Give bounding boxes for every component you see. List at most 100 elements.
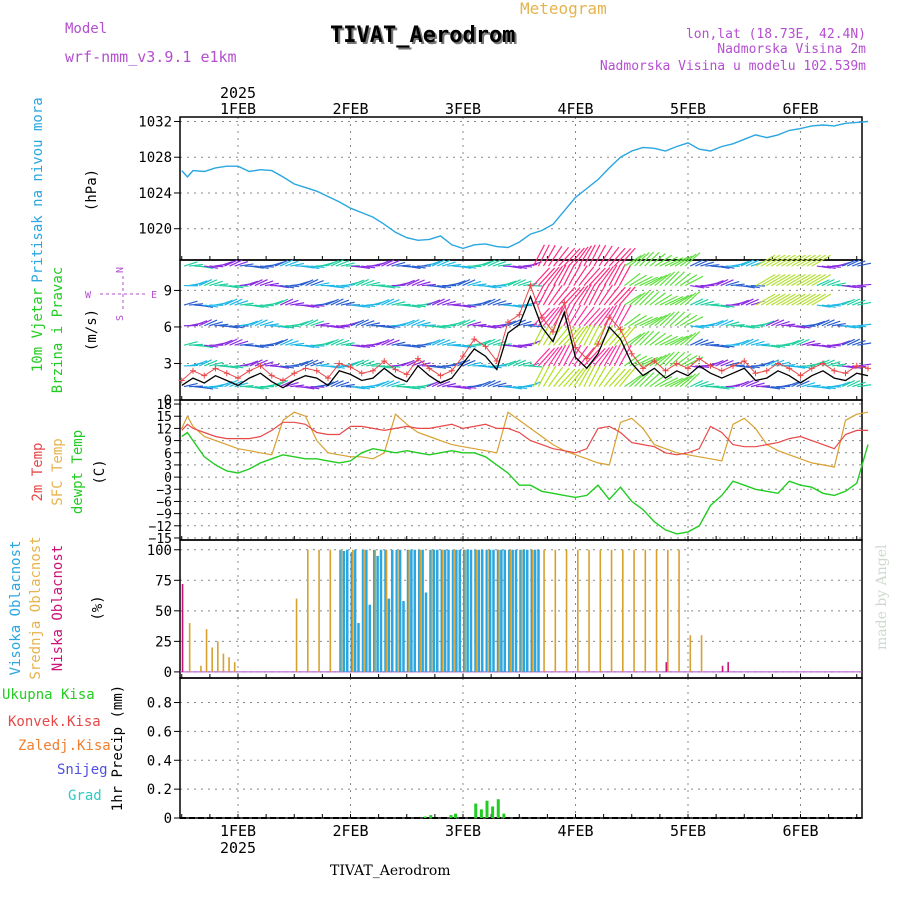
wind-barb bbox=[234, 340, 249, 346]
mid-cloud-bar bbox=[700, 635, 703, 672]
mid-cloud-bar bbox=[233, 662, 236, 672]
wind-barb bbox=[608, 286, 626, 306]
y-tick-label: 1024 bbox=[138, 186, 172, 202]
wind-barb bbox=[781, 293, 801, 306]
wind-barb bbox=[578, 284, 592, 306]
wind-barb bbox=[300, 344, 315, 349]
wind-barb bbox=[644, 251, 660, 267]
wind-barb bbox=[730, 283, 745, 287]
wind-barb bbox=[280, 284, 295, 289]
y-tick-label: 50 bbox=[155, 604, 172, 620]
wind-barb bbox=[760, 293, 781, 306]
y-tick-label: 0.4 bbox=[147, 753, 172, 769]
wind-barb bbox=[740, 379, 754, 388]
wind-barb bbox=[578, 365, 592, 387]
wind-barb bbox=[305, 278, 319, 287]
wind-barb bbox=[350, 319, 365, 327]
wind-barb bbox=[507, 386, 522, 390]
wind-barb bbox=[275, 284, 290, 289]
wind-barb bbox=[689, 298, 704, 306]
wind-barb bbox=[553, 246, 570, 267]
wind-barb bbox=[684, 372, 701, 388]
wind-barb bbox=[381, 380, 395, 388]
wind-barb bbox=[548, 284, 563, 306]
dewpoint-line bbox=[181, 431, 869, 535]
wind-barb bbox=[679, 274, 698, 287]
wind-barb bbox=[224, 379, 238, 388]
mid-cloud-bar bbox=[329, 549, 332, 672]
wind-barb bbox=[507, 279, 521, 287]
wind-barb bbox=[452, 360, 466, 367]
wind-barb bbox=[679, 373, 697, 388]
wind-barb bbox=[760, 360, 775, 367]
wind-barb bbox=[654, 376, 673, 388]
wind-barb bbox=[355, 319, 369, 327]
wind-barb bbox=[613, 327, 632, 346]
wind-barb bbox=[593, 347, 610, 367]
gust-marker bbox=[606, 314, 613, 321]
wind-barb bbox=[548, 345, 563, 367]
wind-barb bbox=[361, 386, 376, 389]
wind-barb bbox=[720, 265, 735, 269]
wind-barb bbox=[608, 368, 626, 388]
wind-barb bbox=[305, 304, 320, 308]
wind-barb bbox=[330, 365, 345, 369]
wind-barb bbox=[204, 304, 219, 308]
wind-barb bbox=[558, 286, 576, 306]
wind-barb bbox=[310, 280, 324, 287]
wind-barb bbox=[517, 280, 532, 287]
wind-barb bbox=[629, 332, 646, 346]
wind-barb bbox=[502, 320, 517, 327]
wind-barb bbox=[618, 286, 636, 306]
wind-barb bbox=[518, 265, 533, 268]
wind-barb bbox=[573, 285, 589, 306]
wind-barb bbox=[639, 290, 655, 306]
y-tick-label: 25 bbox=[155, 634, 172, 650]
wind-barb bbox=[254, 279, 268, 287]
wind-barb bbox=[199, 386, 214, 390]
mid-cloud-bar bbox=[498, 549, 500, 672]
wind-barb bbox=[765, 254, 786, 267]
pressure-unit-label: (hPa) bbox=[84, 169, 100, 211]
wind-barb bbox=[507, 319, 521, 327]
wind-barb bbox=[487, 380, 501, 388]
y-tick-label: 9 bbox=[164, 435, 172, 450]
wind-barb bbox=[695, 325, 710, 329]
wind-barb bbox=[274, 380, 289, 388]
gust-marker bbox=[201, 372, 208, 379]
high-cloud-bar bbox=[469, 549, 473, 672]
wind-barb bbox=[280, 365, 295, 369]
wind-barb bbox=[679, 314, 698, 327]
temp-axis-label-2: SFC Temp bbox=[50, 438, 66, 505]
wind-barb bbox=[725, 280, 740, 287]
wind-barb bbox=[487, 338, 501, 346]
wind-barb bbox=[649, 354, 667, 367]
bottom-year-label: 2025 bbox=[220, 839, 256, 857]
wind-barb bbox=[254, 319, 268, 327]
wind-barb bbox=[558, 368, 576, 388]
wind-barb bbox=[811, 254, 832, 267]
wind-barb bbox=[836, 340, 851, 346]
wind-barb bbox=[776, 321, 790, 327]
y-tick-label: 0 bbox=[164, 811, 172, 827]
gust-marker bbox=[741, 358, 748, 365]
wind-barb bbox=[618, 247, 636, 267]
wind-barb bbox=[659, 295, 678, 306]
wind-barb bbox=[467, 321, 482, 327]
wind-barb bbox=[391, 383, 406, 388]
high-cloud-bar bbox=[496, 549, 500, 672]
wind-barb bbox=[436, 259, 451, 267]
wind-barb bbox=[502, 280, 517, 287]
wind-barb bbox=[654, 272, 671, 287]
wind-barb bbox=[852, 299, 866, 306]
wind-barb bbox=[436, 298, 451, 306]
high-cloud-bar bbox=[410, 549, 413, 672]
gust-marker bbox=[640, 365, 646, 372]
wind-barb bbox=[229, 338, 243, 346]
y-tick-label: 75 bbox=[155, 573, 172, 589]
high-cloud-bar bbox=[537, 549, 540, 672]
wind-barb bbox=[765, 359, 780, 367]
wind-barb bbox=[350, 279, 365, 287]
gust-marker bbox=[797, 372, 804, 379]
bottom-day-label: 1FEB bbox=[220, 822, 256, 840]
